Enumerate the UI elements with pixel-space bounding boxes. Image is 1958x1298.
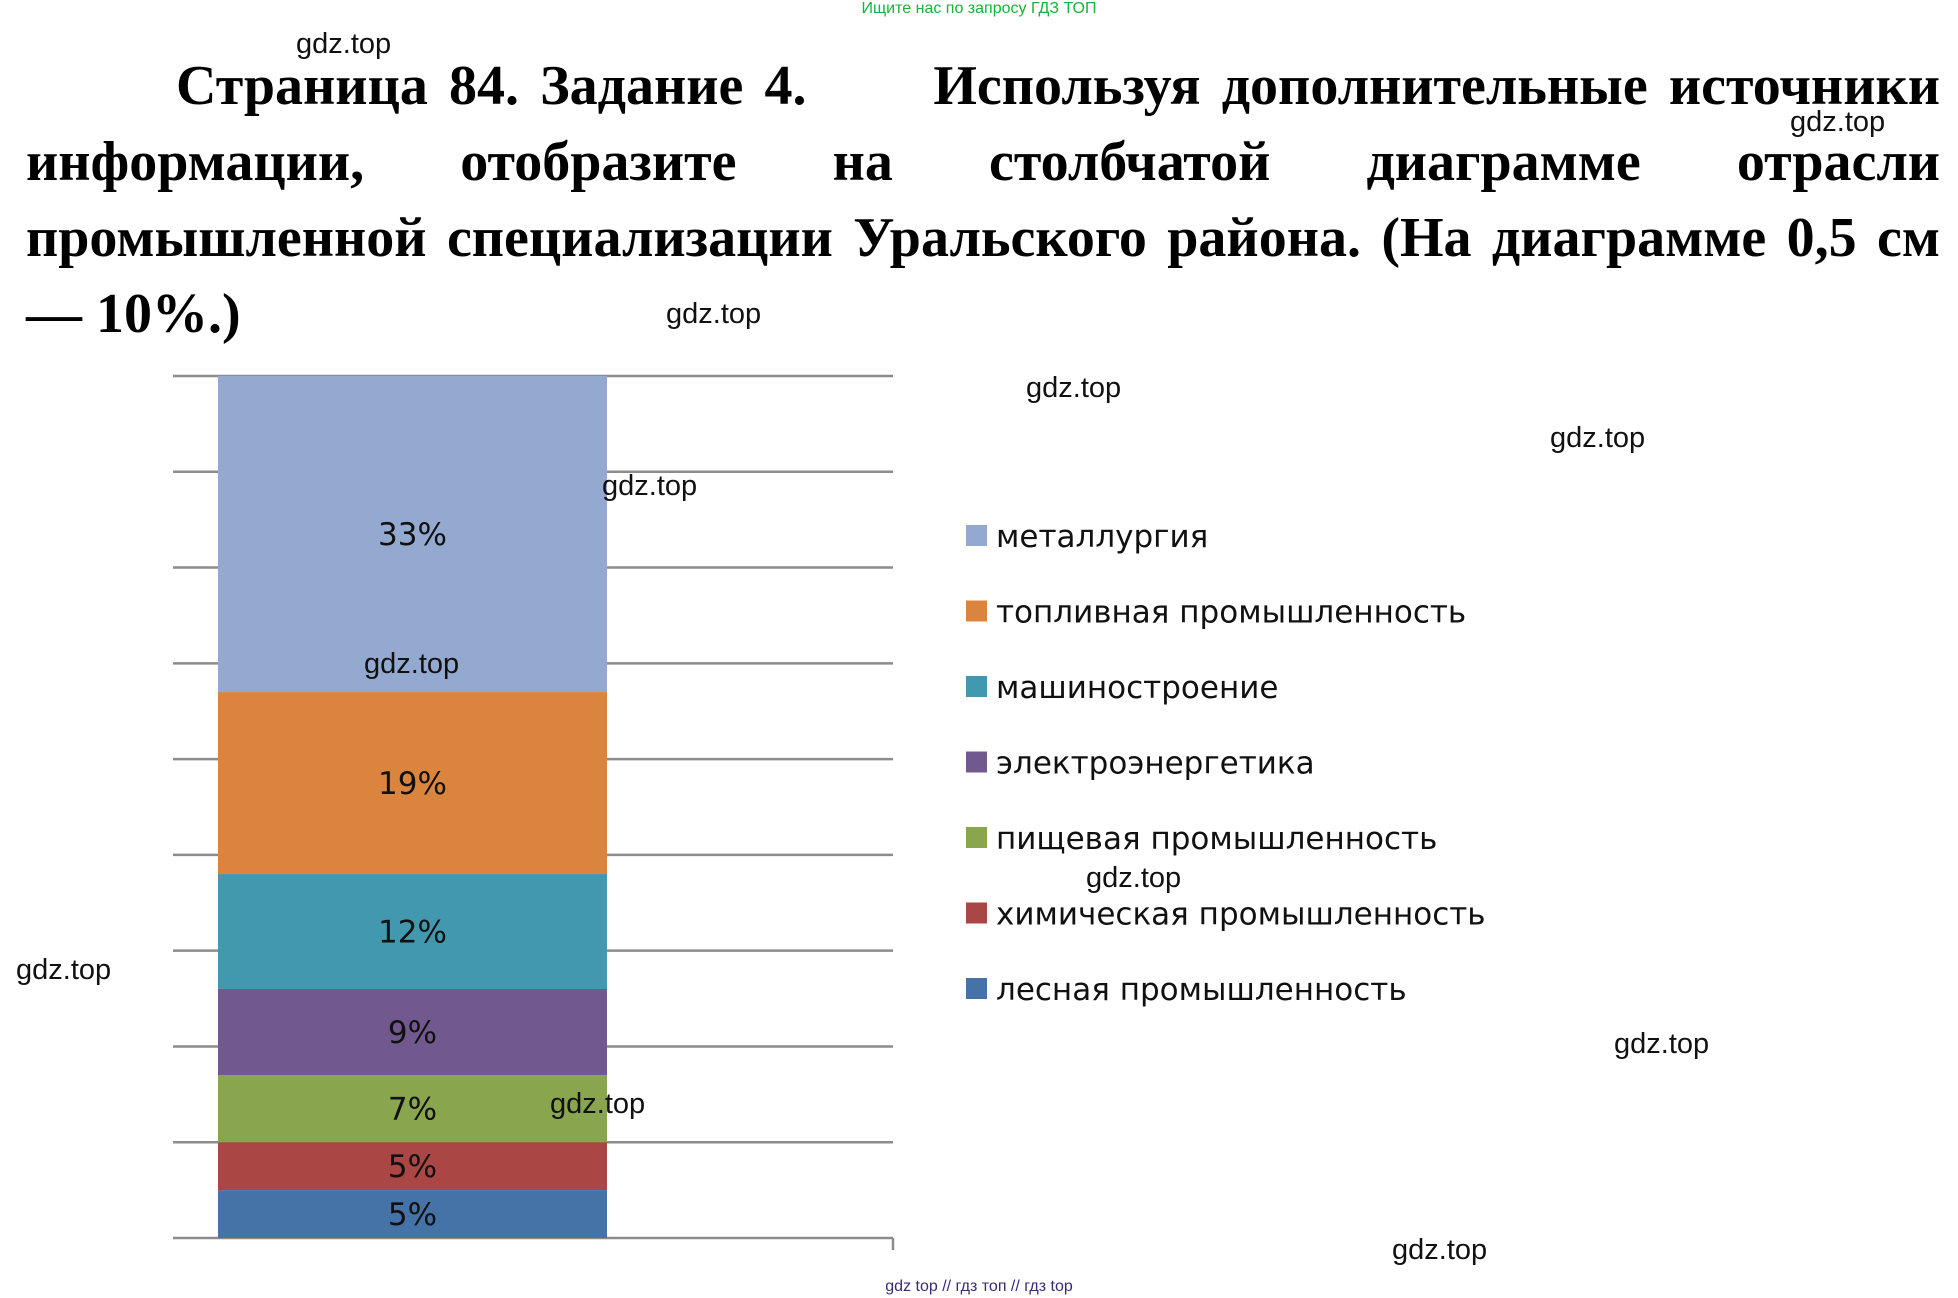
data-labels: 5% 5% 7% 9% 12% 19% 33%: [378, 517, 447, 1233]
legend-label: лесная промышленность: [996, 972, 1407, 1008]
watermark: gdz.top: [1086, 862, 1182, 894]
legend-swatch: [966, 978, 987, 999]
footer-links[interactable]: gdz top // гдз топ // гдз top: [885, 1278, 1073, 1295]
watermark: gdz.top: [16, 954, 112, 986]
legend-label: электроэнергетика: [996, 746, 1315, 782]
data-label: 5%: [388, 1197, 437, 1233]
legend-swatch: [966, 525, 987, 546]
legend-label: машиностроение: [996, 670, 1278, 706]
legend-label: металлургия: [996, 519, 1208, 555]
watermark: gdz.top: [1614, 1028, 1710, 1060]
legend-swatch: [966, 751, 987, 773]
watermark: gdz.top: [1790, 106, 1886, 138]
task-text: Страница 84. Задание 4. Используя дополн…: [26, 55, 1940, 345]
watermark: gdz.top: [1026, 372, 1122, 404]
legend: металлургия топливная промышленность машин…: [966, 519, 1486, 1008]
watermark: gdz.top: [602, 470, 698, 502]
legend-label: топливная промышленность: [996, 595, 1466, 631]
watermark: gdz.top: [296, 28, 392, 60]
data-label: 5%: [388, 1149, 437, 1185]
data-label: 9%: [388, 1015, 437, 1051]
legend-swatch: [966, 676, 987, 697]
legend-swatch: [966, 827, 987, 848]
bar-segment: [218, 692, 607, 875]
data-label: 12%: [378, 915, 447, 951]
legend-label: пищевая промышленность: [996, 821, 1437, 857]
legend-swatch: [966, 902, 987, 924]
legend-label: химическая промышленность: [996, 897, 1486, 933]
bar-segments: [218, 376, 607, 1238]
bar-segment: [218, 874, 607, 989]
bar-segment: [218, 988, 607, 1076]
watermark: gdz.top: [364, 648, 460, 680]
bar-segment: [218, 1075, 607, 1143]
watermark: gdz.top: [550, 1088, 646, 1120]
watermark: gdz.top: [666, 298, 762, 330]
top-banner[interactable]: Ищите нас по запросу ГДЗ ТОП: [861, 0, 1097, 17]
bar-segment: [218, 1190, 607, 1238]
data-label: 7%: [388, 1092, 437, 1128]
watermark: gdz.top: [1550, 422, 1646, 454]
data-label: 19%: [378, 766, 447, 802]
watermark: gdz.top: [1392, 1234, 1488, 1266]
bar-segment: [218, 1142, 607, 1191]
data-label: 33%: [378, 517, 447, 553]
bar-segment: [218, 376, 607, 693]
legend-swatch: [966, 600, 987, 622]
